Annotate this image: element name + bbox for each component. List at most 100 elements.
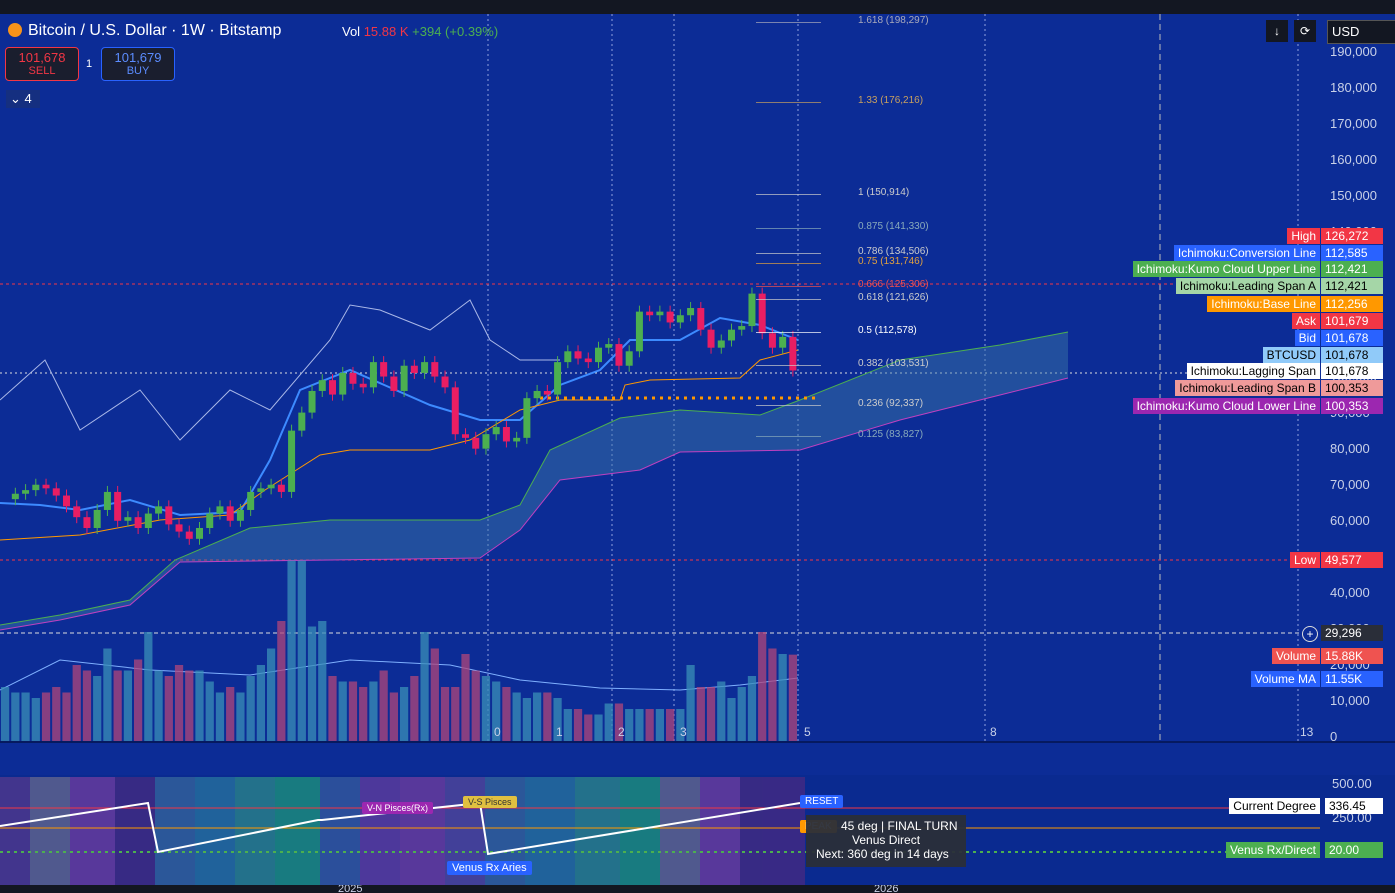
candle-body bbox=[288, 430, 296, 492]
candle-body bbox=[236, 509, 244, 521]
download-button[interactable]: ↓ bbox=[1266, 20, 1288, 42]
info-line: 45 deg | FINAL TURN bbox=[841, 819, 958, 833]
sell-button[interactable]: 101,678 SELL bbox=[5, 47, 79, 81]
currency: USD bbox=[1332, 24, 1360, 39]
candle-body bbox=[462, 434, 469, 438]
sell-price: 101,678 bbox=[18, 50, 66, 65]
candle-body bbox=[789, 336, 797, 371]
candle-body bbox=[196, 527, 203, 539]
candle-body bbox=[42, 484, 50, 489]
candle-body bbox=[52, 488, 60, 496]
volume-bar bbox=[706, 687, 716, 742]
candle-body bbox=[257, 488, 265, 492]
candle-body bbox=[728, 329, 735, 341]
fib-time-label: 1 bbox=[556, 725, 563, 739]
candle-body bbox=[656, 311, 664, 316]
candle-body bbox=[11, 493, 19, 500]
volume-bar bbox=[502, 687, 511, 742]
currency-select[interactable]: USD bbox=[1327, 20, 1395, 44]
buy-price: 101,679 bbox=[114, 50, 162, 65]
volume-bar bbox=[72, 665, 81, 742]
kumo-cloud bbox=[0, 332, 1068, 630]
candle-body bbox=[22, 490, 30, 494]
volume-bar bbox=[614, 703, 624, 742]
y-tick-label: 150,000 bbox=[1330, 188, 1377, 204]
y-tick-label: 170,000 bbox=[1330, 116, 1377, 132]
candle-body bbox=[339, 372, 347, 395]
candle-body bbox=[144, 513, 152, 528]
volume-bar bbox=[451, 687, 460, 742]
leading-span-b bbox=[0, 377, 1069, 631]
volume-bar bbox=[655, 709, 664, 742]
candle-body bbox=[502, 427, 510, 442]
volume-bar bbox=[420, 632, 429, 742]
fib-line bbox=[756, 22, 821, 23]
y-tick-label: 40,000 bbox=[1330, 584, 1370, 600]
volume-bar bbox=[512, 692, 521, 742]
candle-body bbox=[523, 398, 531, 438]
volume-bar bbox=[226, 687, 235, 742]
change: +394 (+0.39%) bbox=[412, 24, 499, 39]
time-axis-bar bbox=[0, 885, 1395, 893]
volume-bar bbox=[686, 665, 695, 742]
candle-body bbox=[267, 484, 275, 489]
volume-bar bbox=[338, 681, 347, 742]
label-value: 100,353 bbox=[1321, 398, 1383, 414]
buy-button[interactable]: 101,679 BUY bbox=[101, 47, 175, 81]
label-name: Ichimoku:Kumo Cloud Lower Line bbox=[1132, 398, 1320, 414]
marker: Venus Rx Aries bbox=[447, 861, 532, 875]
candle-body bbox=[206, 513, 214, 528]
candle-body bbox=[32, 484, 40, 491]
fib-label: 0.618 (121,626) bbox=[858, 292, 929, 303]
candle-body bbox=[369, 362, 377, 388]
volume-bar bbox=[788, 654, 797, 742]
fib-line bbox=[756, 299, 821, 300]
candle-body bbox=[676, 315, 684, 323]
y-tick-label: 180,000 bbox=[1330, 80, 1377, 96]
volume-bar bbox=[1, 687, 10, 742]
volume-info: Vol 15.88 K +394 (+0.39%) bbox=[342, 24, 498, 39]
volume-bar bbox=[522, 698, 531, 742]
fib-line bbox=[756, 253, 821, 254]
candle-body bbox=[73, 506, 81, 518]
volume-bar bbox=[31, 698, 40, 742]
volume-bar bbox=[11, 692, 20, 742]
label-value: 126,272 bbox=[1321, 228, 1383, 244]
buy-label: BUY bbox=[126, 65, 150, 77]
candle-body bbox=[697, 308, 705, 330]
y-tick-label: 190,000 bbox=[1330, 44, 1377, 59]
volume-bar bbox=[471, 670, 480, 742]
fib-time-label: 5 bbox=[804, 725, 811, 739]
degree-value: 336.45 bbox=[1325, 798, 1383, 814]
volume-bar bbox=[154, 670, 163, 742]
refresh-button[interactable]: ⟳ bbox=[1294, 20, 1316, 42]
volume-bar bbox=[573, 709, 583, 742]
label-name: Ichimoku:Leading Span B bbox=[1175, 380, 1320, 396]
candle-body bbox=[103, 491, 111, 510]
candle-body bbox=[687, 308, 695, 316]
degree-name: Current Degree bbox=[1229, 798, 1320, 814]
label-name: BTCUSD bbox=[1262, 347, 1320, 363]
indicator-toggle[interactable]: ⌄ 4 bbox=[6, 90, 40, 108]
candle-body bbox=[543, 390, 551, 395]
fib-time-label: 2 bbox=[618, 725, 625, 739]
candle-body bbox=[380, 362, 388, 377]
volume-bar bbox=[481, 676, 491, 742]
volume-bar bbox=[604, 703, 613, 742]
label-name: Ichimoku:Leading Span A bbox=[1175, 278, 1320, 294]
fib-line bbox=[756, 365, 821, 366]
candle-body bbox=[175, 524, 183, 532]
candle-body bbox=[451, 387, 459, 435]
volume-bar bbox=[205, 681, 214, 742]
low-name: Low bbox=[1289, 552, 1320, 568]
candle-body bbox=[400, 365, 408, 391]
volume-bar bbox=[236, 692, 245, 742]
fib-line bbox=[756, 405, 821, 406]
label-name: Ichimoku:Conversion Line bbox=[1173, 245, 1320, 261]
volume-bar bbox=[768, 648, 777, 742]
candle-body bbox=[748, 293, 756, 327]
candle-body bbox=[318, 380, 326, 391]
fib-label: 0.875 (141,330) bbox=[858, 221, 929, 232]
candle-body bbox=[574, 351, 582, 359]
volume-bar bbox=[727, 698, 736, 742]
